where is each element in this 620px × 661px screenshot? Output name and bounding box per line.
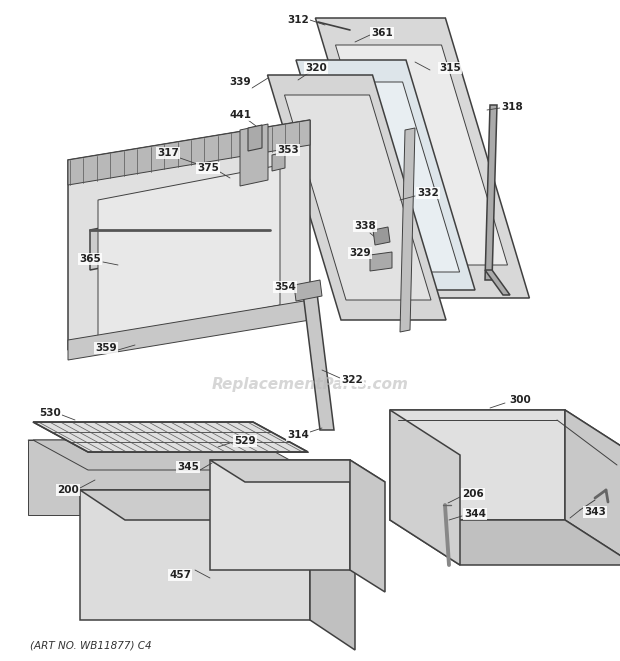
- Text: 312: 312: [287, 15, 309, 25]
- Text: 529: 529: [234, 436, 256, 446]
- Polygon shape: [400, 128, 415, 332]
- Polygon shape: [485, 105, 497, 280]
- Polygon shape: [335, 45, 508, 265]
- Text: 530: 530: [39, 408, 61, 418]
- Polygon shape: [373, 227, 390, 245]
- Text: 315: 315: [439, 63, 461, 73]
- Text: 339: 339: [229, 77, 251, 87]
- Polygon shape: [312, 82, 459, 272]
- Polygon shape: [296, 60, 475, 290]
- Text: 365: 365: [79, 254, 101, 264]
- Polygon shape: [565, 410, 620, 565]
- Text: 344: 344: [464, 509, 486, 519]
- Polygon shape: [390, 520, 620, 565]
- Polygon shape: [485, 270, 510, 295]
- Text: 320: 320: [305, 63, 327, 73]
- Text: 318: 318: [501, 102, 523, 112]
- Text: 343: 343: [584, 507, 606, 517]
- Polygon shape: [68, 300, 310, 360]
- Polygon shape: [390, 410, 565, 520]
- Text: 353: 353: [277, 145, 299, 155]
- Polygon shape: [210, 460, 385, 482]
- Text: 345: 345: [177, 462, 199, 472]
- Text: (ART NO. WB11877) C4: (ART NO. WB11877) C4: [30, 640, 152, 650]
- Polygon shape: [33, 422, 308, 452]
- Polygon shape: [310, 490, 355, 650]
- Text: 200: 200: [57, 485, 79, 495]
- Polygon shape: [294, 280, 322, 301]
- Text: 332: 332: [417, 188, 439, 198]
- Text: 361: 361: [371, 28, 393, 38]
- Polygon shape: [370, 252, 392, 271]
- Text: 206: 206: [462, 489, 484, 499]
- Polygon shape: [240, 124, 268, 186]
- Text: 359: 359: [95, 343, 117, 353]
- Text: 375: 375: [197, 163, 219, 173]
- Polygon shape: [285, 95, 431, 300]
- Polygon shape: [28, 440, 303, 470]
- Text: 441: 441: [229, 110, 251, 120]
- Polygon shape: [28, 440, 248, 515]
- Polygon shape: [68, 120, 310, 185]
- Polygon shape: [390, 410, 460, 565]
- Polygon shape: [80, 490, 355, 520]
- Text: 314: 314: [287, 430, 309, 440]
- Polygon shape: [90, 195, 270, 270]
- Polygon shape: [210, 460, 350, 570]
- Polygon shape: [248, 125, 262, 151]
- Polygon shape: [267, 75, 446, 320]
- Polygon shape: [350, 460, 385, 592]
- Text: ReplacementParts.com: ReplacementParts.com: [211, 377, 409, 393]
- Polygon shape: [80, 490, 310, 620]
- Polygon shape: [248, 440, 303, 545]
- Text: 338: 338: [354, 221, 376, 231]
- Text: 354: 354: [274, 282, 296, 292]
- Text: 317: 317: [157, 148, 179, 158]
- Text: 329: 329: [349, 248, 371, 258]
- Polygon shape: [272, 152, 285, 171]
- Polygon shape: [302, 285, 334, 430]
- Polygon shape: [390, 410, 620, 455]
- Polygon shape: [316, 18, 529, 298]
- Text: 457: 457: [169, 570, 191, 580]
- Text: 300: 300: [509, 395, 531, 405]
- Polygon shape: [68, 120, 310, 350]
- Polygon shape: [98, 165, 280, 340]
- Polygon shape: [33, 440, 308, 470]
- Text: 322: 322: [341, 375, 363, 385]
